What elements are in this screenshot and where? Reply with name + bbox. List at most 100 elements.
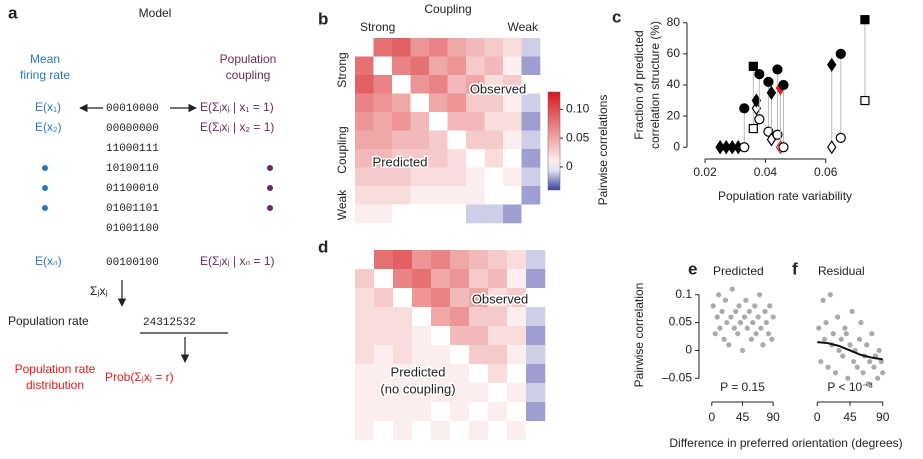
heatmap-cell xyxy=(355,269,375,289)
point xyxy=(869,331,875,337)
heatmap-cell xyxy=(466,186,485,205)
side-label: Strong xyxy=(335,52,349,87)
heatmap-cell xyxy=(466,149,485,168)
heatmap-cell xyxy=(469,288,489,308)
term: E(Σⱼxⱼ | xₙ = 1) xyxy=(200,254,275,268)
point xyxy=(825,364,831,370)
heatmap-cell xyxy=(484,112,504,131)
binary-row: 00100100 xyxy=(106,257,159,269)
heatmap-cell xyxy=(373,75,393,94)
heatmap-cell xyxy=(521,186,541,205)
point xyxy=(712,331,718,337)
heatmap-cell xyxy=(410,204,430,224)
y-tick-label: 0.05 xyxy=(669,315,693,329)
heatmap-cell xyxy=(447,167,467,187)
heatmap-cell xyxy=(431,402,451,422)
marker xyxy=(763,76,774,87)
heatmap-cell xyxy=(392,167,411,187)
heatmap-cell xyxy=(431,345,451,365)
heatmap-cell xyxy=(355,56,374,76)
x-axis-label: Population rate variability xyxy=(718,189,852,203)
point xyxy=(750,319,756,326)
colorbar-tick-label: 0.05 xyxy=(566,130,590,144)
heatmap-cell xyxy=(392,38,411,57)
heatmap-cell xyxy=(447,75,467,94)
heatmap-cell xyxy=(429,204,448,224)
point xyxy=(752,303,758,309)
point xyxy=(818,358,824,365)
y-tick-label: –0.05 xyxy=(662,370,692,384)
point xyxy=(716,292,722,298)
heatmap-cell xyxy=(410,149,430,168)
binary-row: 01001101 xyxy=(106,203,159,215)
colorbar-label: Pairwise correlations xyxy=(596,95,610,206)
point xyxy=(843,331,849,337)
heatmap-cell xyxy=(447,149,467,168)
heatmap-cell xyxy=(466,56,485,76)
heatmap-cell xyxy=(521,204,541,224)
annotation: Predicted xyxy=(373,154,428,169)
heatmap-cell xyxy=(469,307,489,327)
x-tick-label: 90 xyxy=(876,410,890,424)
heatmap-cell xyxy=(503,149,522,168)
marker xyxy=(754,114,765,125)
heatmap-cell xyxy=(355,326,375,346)
heatmap-cell xyxy=(484,130,504,150)
y-tick-label: 0 xyxy=(685,343,692,357)
heatmap-cell xyxy=(373,56,393,76)
heatmap-cell xyxy=(412,364,432,384)
binary-row: 00000000 xyxy=(106,123,159,135)
heatmap-cell xyxy=(410,112,430,131)
heatmap-cell xyxy=(450,383,470,403)
heatmap-cell xyxy=(484,93,504,113)
heatmap-cell xyxy=(412,345,432,365)
point xyxy=(735,331,741,337)
label: Mean xyxy=(30,52,60,66)
y-tick-label: 60 xyxy=(667,46,681,60)
heatmap-cell xyxy=(526,250,546,270)
point xyxy=(842,325,848,331)
x-tick-label: 90 xyxy=(767,410,781,424)
heatmap-cell xyxy=(507,269,527,289)
x-tick-label: 0.02 xyxy=(693,165,717,179)
heatmap-cell xyxy=(374,288,394,308)
marker xyxy=(739,103,750,114)
heatmap-cell xyxy=(412,383,432,403)
heatmap-cell xyxy=(503,204,522,224)
side-label: Weak xyxy=(335,189,349,220)
heatmap-cell xyxy=(410,186,430,205)
point xyxy=(856,336,863,342)
heatmap-cell xyxy=(373,130,393,150)
heatmap-cell xyxy=(507,421,527,441)
heatmap-cell xyxy=(355,149,374,168)
heatmap-cell xyxy=(355,307,375,327)
y-tick-label: 80 xyxy=(667,15,681,29)
point xyxy=(851,358,857,365)
heatmap-cell xyxy=(488,364,508,384)
heatmap-cell xyxy=(450,402,470,422)
heatmap-cell xyxy=(507,326,527,346)
panel-letter: d xyxy=(318,237,328,256)
binary-row: 00010000 xyxy=(106,103,159,115)
heatmap-cell xyxy=(503,56,522,76)
point xyxy=(726,342,732,348)
label: firing rate xyxy=(20,68,70,82)
marker xyxy=(772,129,783,140)
annotation: (no coupling) xyxy=(380,381,455,396)
x-tick-label: 0.04 xyxy=(754,165,778,179)
heatmap-cell xyxy=(393,269,413,289)
marker xyxy=(739,142,750,153)
heatmap-cell xyxy=(355,288,375,308)
label: coupling xyxy=(226,68,271,82)
heatmap-cell xyxy=(450,307,470,327)
heatmap-cell xyxy=(410,38,430,57)
y-tick-label: 0.1 xyxy=(675,287,692,301)
heatmap-cell xyxy=(521,149,541,168)
heatmap-cell xyxy=(431,383,451,403)
heatmap-cell xyxy=(484,149,504,168)
heatmap-cell xyxy=(393,421,413,441)
side-label: Coupling xyxy=(335,126,349,173)
heatmap-cell xyxy=(355,204,374,224)
panel-letter: c xyxy=(612,7,621,26)
heatmap-cell xyxy=(410,167,430,187)
